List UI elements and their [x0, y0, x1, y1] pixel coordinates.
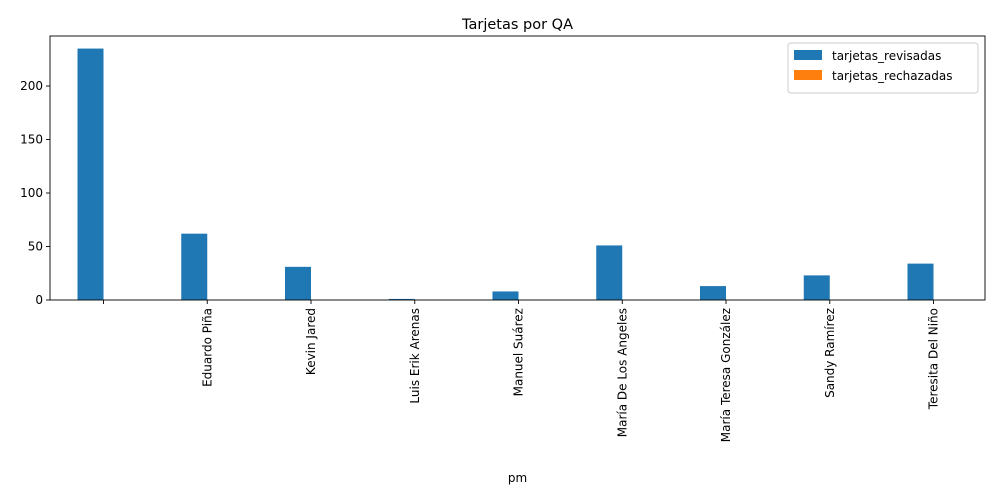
bar-tarjetas_revisadas-2 — [285, 266, 311, 300]
y-tick-label-3: 150 — [20, 133, 43, 147]
legend-swatch-tarjetas_rechazadas — [794, 70, 822, 80]
bar-tarjetas_revisadas-0 — [77, 48, 104, 301]
y-tick-label-4: 200 — [20, 79, 43, 93]
x-tick-label-4: Manuel Suárez — [512, 308, 526, 396]
x-tick-label-2: Kevin Jared — [304, 308, 318, 375]
axes-layer — [49, 35, 986, 301]
bar-tarjetas_revisadas-8 — [907, 263, 934, 300]
bar-tarjetas_revisadas-7 — [803, 275, 830, 300]
x-axis-ticks: Eduardo Piña Kevin Jared Luis Erik Arenas M… — [103, 300, 941, 442]
y-tick-label-1: 50 — [28, 240, 43, 254]
x-tick-label-3: Luis Erik Arenas — [408, 308, 422, 404]
legend-swatch-tarjetas_revisadas — [794, 50, 822, 60]
bar-tarjetas_revisadas-3 — [388, 298, 415, 300]
x-axis-label: pm — [508, 471, 527, 485]
legend-label-tarjetas_revisadas: tarjetas_revisadas — [832, 49, 941, 63]
x-tick-label-5: María De Los Angeles — [615, 308, 629, 437]
bar-tarjetas_revisadas-6 — [700, 286, 726, 300]
bars-layer — [77, 48, 934, 301]
x-tick-label-7: Sandy Ramírez — [823, 308, 837, 398]
legend-box — [787, 42, 979, 94]
x-tick-label-8: Teresita Del Niño — [927, 308, 941, 410]
y-tick-label-2: 100 — [20, 186, 43, 200]
y-tick-label-0: 0 — [35, 293, 43, 307]
chart-title: Tarjetas por QA — [461, 17, 573, 33]
legend: tarjetas_revisadas tarjetas_rechazadas — [787, 42, 979, 94]
bar-tarjetas_revisadas-4 — [492, 291, 519, 300]
bar-tarjetas_revisadas-5 — [596, 245, 623, 300]
bar-tarjetas_revisadas-1 — [181, 233, 208, 300]
x-tick-label-1: Eduardo Piña — [200, 308, 214, 387]
legend-label-tarjetas_rechazadas: tarjetas_rechazadas — [832, 69, 953, 83]
plot-frame — [49, 35, 986, 301]
y-axis-ticks: 0 50 100 150 200 — [20, 79, 50, 307]
x-tick-label-6: María Teresa González — [719, 308, 733, 442]
